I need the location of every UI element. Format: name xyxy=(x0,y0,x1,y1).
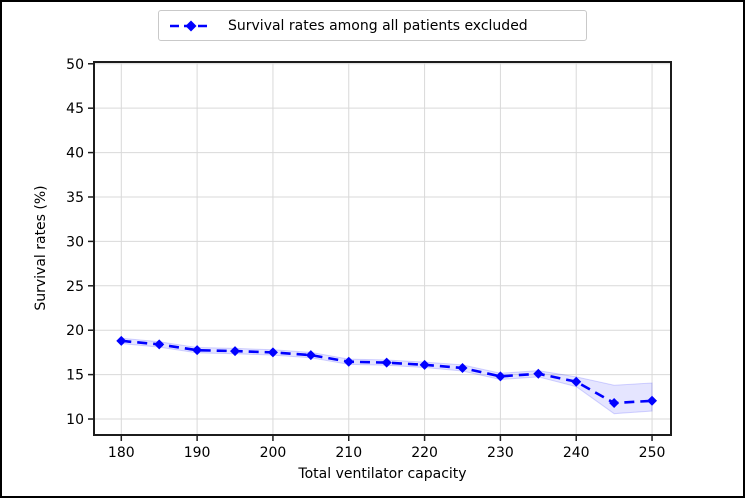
y-tick-label: 10 xyxy=(66,412,84,428)
legend: Survival rates among all patients exclud… xyxy=(158,10,587,41)
data-point-marker xyxy=(647,395,658,406)
data-point-marker xyxy=(495,371,506,382)
data-point-marker xyxy=(267,347,278,358)
data-point-marker xyxy=(192,345,203,356)
x-tick-label: 250 xyxy=(639,445,666,461)
legend-marker-sample xyxy=(170,20,212,31)
y-tick-label: 45 xyxy=(66,101,84,117)
data-point-marker xyxy=(609,398,620,409)
y-tick-label: 20 xyxy=(66,323,84,339)
plot-border xyxy=(93,61,672,436)
y-tick-label: 35 xyxy=(66,190,84,206)
x-tick-label: 230 xyxy=(487,445,514,461)
y-tick-label: 25 xyxy=(66,279,84,295)
data-point-marker xyxy=(116,335,127,346)
y-tick-label: 30 xyxy=(66,234,84,250)
y-axis-label: Survival rates (%) xyxy=(33,185,49,311)
data-line xyxy=(121,339,653,405)
data-point-marker xyxy=(381,357,392,368)
data-point-marker xyxy=(305,350,316,361)
data-point-marker xyxy=(154,339,165,350)
data-point-marker xyxy=(571,376,582,387)
x-tick-label: 220 xyxy=(411,445,438,461)
x-tick-label: 240 xyxy=(563,445,590,461)
data-point-marker xyxy=(457,362,468,373)
x-axis-label: Total ventilator capacity xyxy=(298,466,467,482)
data-point-marker xyxy=(419,359,430,370)
legend-label: Survival rates among all patients exclud… xyxy=(228,17,528,34)
y-tick-label: 50 xyxy=(66,57,84,73)
data-point-marker xyxy=(533,368,544,379)
x-tick-label: 190 xyxy=(184,445,211,461)
legend-diamond-marker-icon xyxy=(185,20,197,31)
x-tick-label: 200 xyxy=(260,445,287,461)
x-tick-label: 180 xyxy=(108,445,135,461)
y-tick-label: 40 xyxy=(66,146,84,162)
y-tick-label: 15 xyxy=(66,368,84,384)
data-point-marker xyxy=(343,356,354,367)
x-tick-label: 210 xyxy=(335,445,362,461)
data-point-marker xyxy=(230,346,241,357)
